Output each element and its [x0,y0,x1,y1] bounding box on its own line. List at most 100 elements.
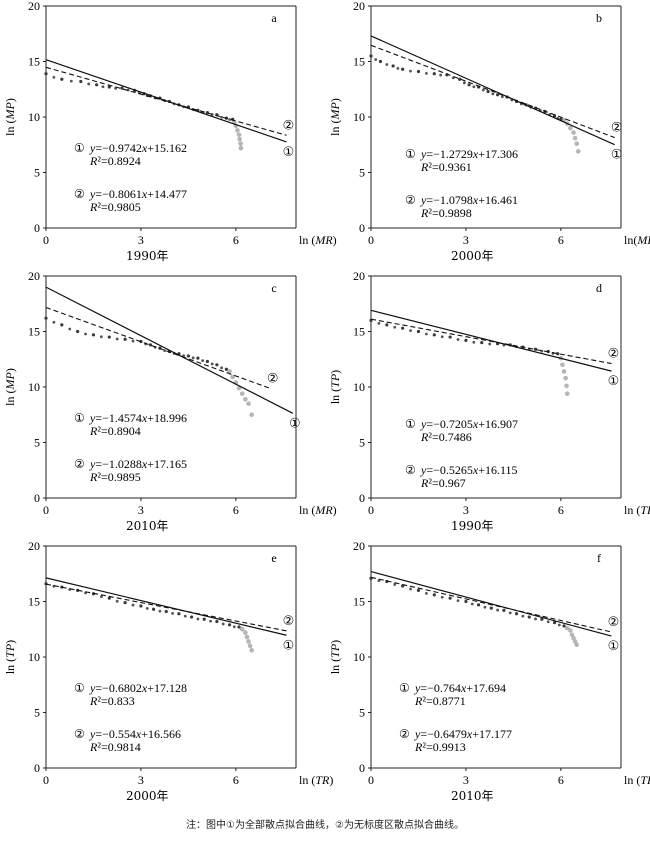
scatter-point [120,86,124,90]
y-tick-label: 15 [28,325,40,339]
y-tick-label: 20 [28,269,40,283]
scatter-point [470,602,474,606]
equation-text: y=−0.6802x+17.128 [89,681,187,695]
scatter-point-outlier [243,396,248,402]
r-squared-text: R²=0.9898 [420,206,472,220]
scatter-point [432,72,436,76]
fit-line-scale-free [370,576,612,633]
scatter-point [552,114,557,118]
scatter-point [164,609,168,614]
x-tick-label: 0 [43,503,49,517]
x-tick-label: 3 [138,503,144,517]
y-tick-label: 0 [34,761,40,775]
scatter-point [145,607,149,610]
scatter-point [481,88,485,92]
scatter-point [467,83,471,87]
fit-line-scale-free [370,318,612,365]
equation-marker: ② [74,457,85,471]
scatter-point-outlier [561,369,567,374]
scatter-point [377,579,381,583]
scatter-point [158,609,162,613]
scatter-point [68,327,72,331]
panel-label: f [597,551,601,565]
scatter-point [424,332,428,336]
scatter-point [432,333,436,337]
scatter-point [151,607,156,611]
scatter-point [500,95,504,99]
x-tick-label: 0 [368,233,374,247]
scatter-point [416,588,421,592]
scatter-point [60,323,64,327]
x-tick-label: 6 [233,503,239,517]
x-tick-label: 6 [558,233,564,247]
scatter-point-outlier [571,130,576,135]
scatter-point [401,67,405,71]
year-label: 2010年 [126,519,169,533]
scatter-point [496,608,499,612]
scatter-point [527,615,531,619]
scatter-point [502,608,506,612]
chart-panel-a: 0 5 10 15 20 0 3 6 ln (MR) ln (MP) 1990年 a ① ② ① y=−0.9… [3,0,337,263]
equation-marker: ① [405,147,416,161]
y-tick-label: 5 [359,166,365,180]
equation-text: y=−0.554x+16.566 [89,727,181,741]
scatter-point [489,606,493,610]
scatter-point [409,587,412,591]
scatter-point [210,362,214,366]
scatter-point [534,617,537,621]
scatter-point [115,599,119,603]
scatter-point [483,605,487,609]
r-squared-text: R²=0.9361 [420,160,472,174]
scatter-point [60,77,64,81]
y-tick-label: 0 [34,491,40,505]
x-tick-label: 6 [558,503,564,517]
scatter-point [472,85,476,89]
equation-marker: ② [405,193,416,207]
x-tick-label: 3 [138,233,144,247]
y-tick-label: 10 [353,650,365,664]
y-tick-label: 0 [359,491,365,505]
scatter-point [456,338,460,341]
scatter-point [123,601,127,605]
equation-text: y=−0.764x+17.694 [414,681,506,695]
equation-marker: ① [74,411,85,425]
x-tick-label: 0 [368,773,374,787]
fit-line-scale-free [45,583,287,632]
r-squared-text: R²=0.9814 [89,740,141,754]
x-tick-label: 0 [43,773,49,787]
y-axis-label: ln (TP) [3,640,17,674]
y-tick-label: 15 [353,595,365,609]
scatter-point-outlier [247,643,253,649]
r-squared-text: R²=0.7486 [420,430,472,444]
scatter-point [227,623,232,627]
r-squared-text: R²=0.9913 [414,740,466,754]
scatter-point-outlier [239,626,245,632]
year-label: 2000年 [451,249,494,263]
chart-panel-f: 0 5 10 15 20 0 3 6 ln (TR) ln (TP) 2010年 f ① ② ① y=−0.7… [328,539,650,803]
y-tick-label: 5 [34,166,40,180]
r-squared-text: R²=0.8771 [414,694,466,708]
line-marker-scale-free: ② [611,121,623,136]
scatter-point-outlier [560,362,565,368]
scatter-point [409,329,412,333]
scatter-point [385,323,389,327]
scatter-point [123,337,127,341]
scatter-point-outlier [236,132,242,138]
scatter-point [557,623,561,627]
y-tick-label: 10 [28,110,40,124]
y-tick-label: 10 [28,380,40,394]
scatter-point [177,612,181,616]
y-tick-label: 10 [353,110,365,124]
scatter-point [377,322,381,325]
scatter-point [391,64,395,68]
equation-marker: ② [405,463,416,477]
x-tick-label: 3 [138,773,144,787]
line-marker-all: ① [608,374,620,389]
equation-marker: ① [399,681,410,695]
scatter-point [99,335,103,339]
scatter-point [202,617,206,621]
scatter-point [440,595,444,599]
scatter-point [44,316,48,320]
r-squared-text: R²=0.9805 [89,200,141,214]
